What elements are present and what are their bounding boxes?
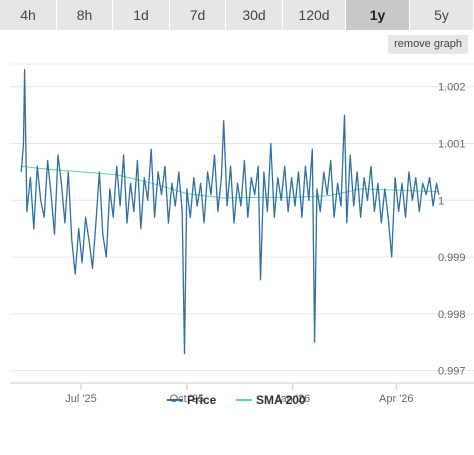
x-tick-label: Jan '26 — [275, 393, 310, 405]
series-group — [20, 69, 440, 355]
tab-120d[interactable]: 120d — [283, 0, 346, 30]
grid-lines — [10, 63, 474, 372]
y-tick-label: 1 — [438, 195, 444, 207]
tab-1d[interactable]: 1d — [113, 0, 170, 30]
x-tick-label: Oct '25 — [170, 393, 205, 405]
tab-1y[interactable]: 1y — [346, 0, 410, 30]
x-tick-label: Jul '25 — [65, 393, 96, 405]
series-line-price — [20, 69, 440, 355]
legend: Price SMA 200 — [167, 393, 306, 407]
x-axis-ticks: Jul '25 Oct '25 Jan '26 Apr '26 — [10, 382, 474, 405]
tab-4h[interactable]: 4h — [0, 0, 57, 30]
y-tick-label: 1.001 — [438, 139, 466, 151]
y-tick-label: 0.999 — [438, 252, 466, 264]
tab-7d[interactable]: 7d — [170, 0, 226, 30]
tab-8h[interactable]: 8h — [57, 0, 113, 30]
legend-item-label[interactable]: Price — [187, 393, 217, 407]
tab-30d[interactable]: 30d — [226, 0, 283, 30]
y-tick-label: 1.002 — [438, 82, 466, 94]
y-axis-ticks: 0.997 0.998 0.999 1 1.001 1.002 — [438, 82, 466, 378]
tab-5y[interactable]: 5y — [410, 0, 474, 30]
x-tick-label: Apr '26 — [379, 393, 414, 405]
remove-graph-button[interactable]: remove graph — [388, 35, 468, 54]
y-tick-label: 0.997 — [438, 366, 466, 378]
timeframe-tabs: 4h 8h 1d 7d 30d 120d 1y 5y — [0, 0, 474, 30]
y-tick-label: 0.998 — [438, 309, 466, 321]
series-line-sma-200 — [21, 165, 439, 199]
legend-item-label[interactable]: SMA 200 — [256, 393, 306, 407]
